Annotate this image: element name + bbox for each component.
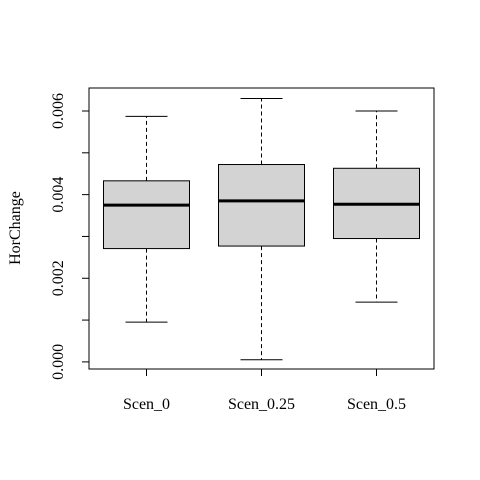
y-tick-label: 0.004 xyxy=(50,177,67,213)
x-tick-label: Scen_0 xyxy=(123,396,170,413)
x-tick-label: Scen_0.5 xyxy=(347,396,406,413)
x-axis: Scen_0 Scen_0.25 Scen_0.5 xyxy=(123,368,406,413)
y-axis: 0.000 0.002 0.004 0.006 xyxy=(50,93,90,380)
y-tick-label: 0.002 xyxy=(50,260,67,296)
box-group xyxy=(218,97,305,361)
plot-area xyxy=(103,97,420,361)
x-tick-label: Scen_0.25 xyxy=(228,396,295,413)
y-tick-label: 0.000 xyxy=(50,344,67,380)
box-group xyxy=(333,110,420,303)
y-tick-label: 0.006 xyxy=(50,93,67,129)
box-iqr xyxy=(103,180,190,250)
box-group xyxy=(103,115,190,323)
box-iqr xyxy=(218,164,305,247)
y-axis-label: HorChange xyxy=(7,191,24,265)
